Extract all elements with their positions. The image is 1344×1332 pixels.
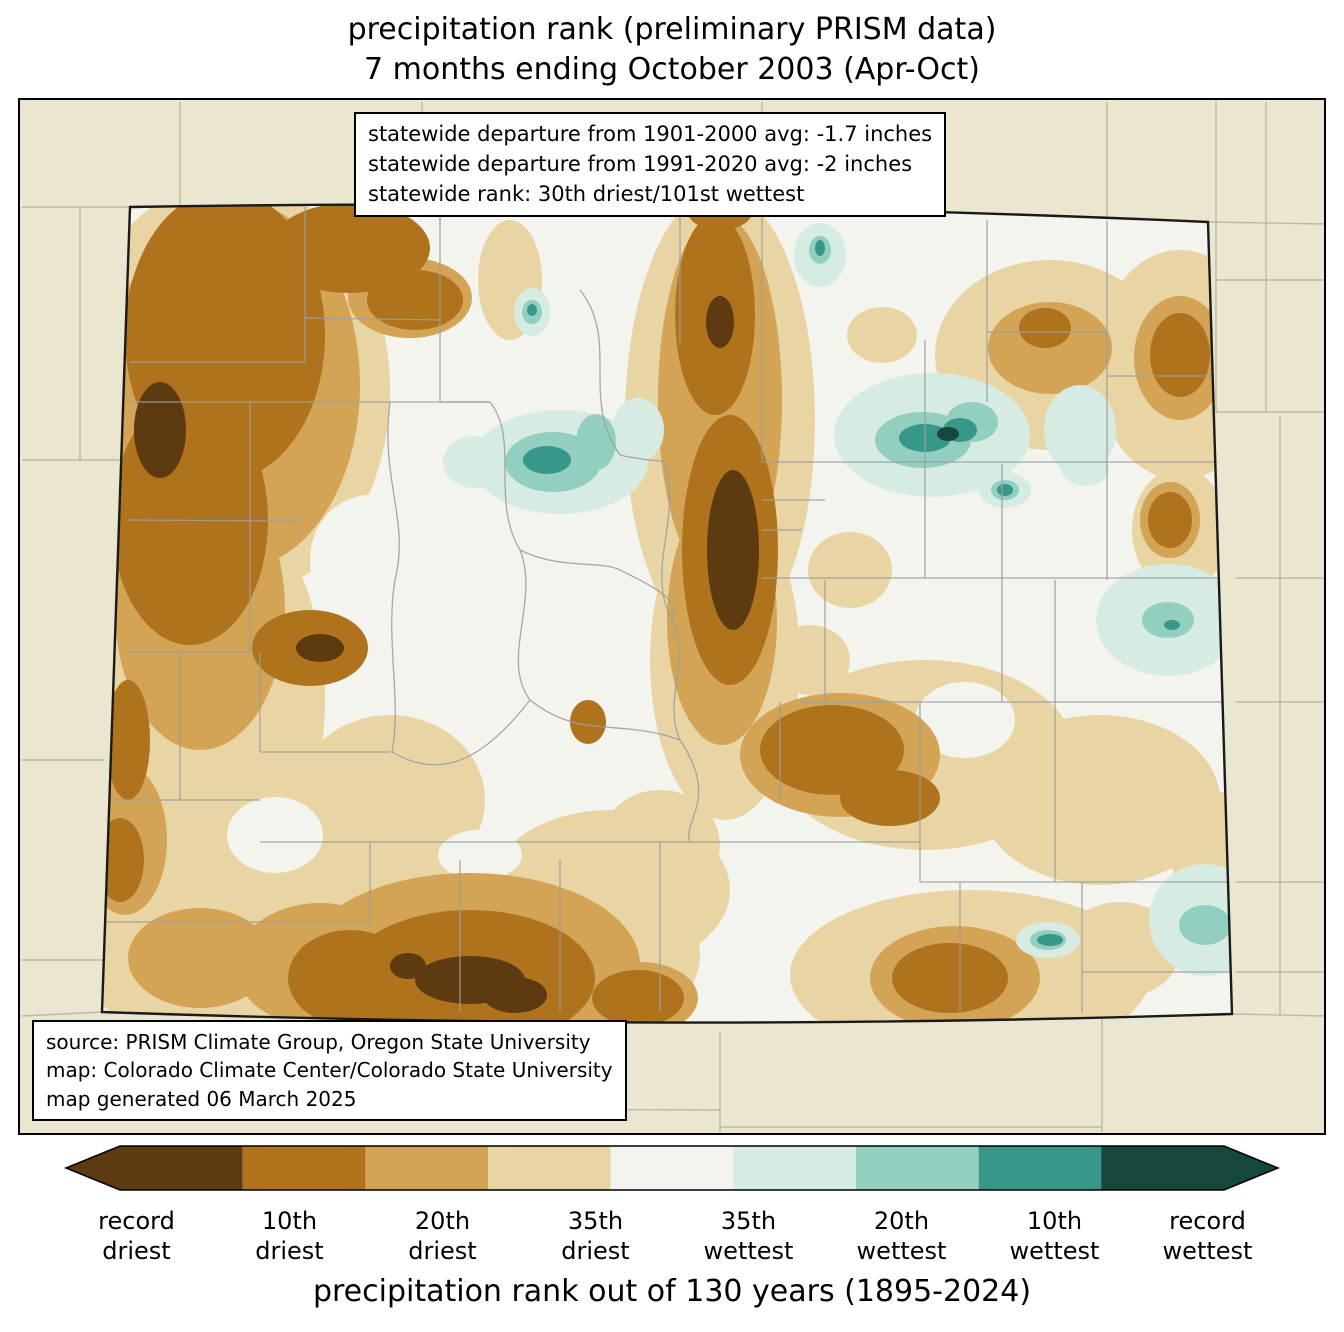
colorbar-arrow-record-driest [66, 1146, 120, 1190]
legend-label-20th-wettest: 20th wettest [856, 1207, 947, 1265]
stats-line-1901-2000: statewide departure from 1901-2000 avg: … [368, 122, 933, 146]
statewide-stats-box: statewide departure from 1901-2000 avg: … [354, 112, 947, 218]
generated-date-line: map generated 06 March 2025 [46, 1086, 357, 1111]
county-boundaries [102, 207, 1232, 1013]
stats-line-1991-2020: statewide departure from 1991-2020 avg: … [368, 151, 913, 176]
legend-label-35th-wettest: 35th wettest [703, 1207, 794, 1265]
legend-caption: precipitation rank out of 130 years (189… [312, 1274, 1032, 1309]
colorbar-segment-35th-wettest [733, 1146, 856, 1190]
legend-label-35th-driest: 35th driest [561, 1207, 630, 1265]
colorbar-segment-record-driest [120, 1146, 243, 1190]
legend-label-10th-driest: 10th driest [255, 1207, 324, 1265]
map-title-line1: precipitation rank (preliminary PRISM da… [347, 12, 997, 47]
colorbar-segment-35th-driest [488, 1146, 611, 1190]
colorbar-segment-10th-wettest [978, 1146, 1102, 1190]
colorbar [0, 1142, 1344, 1204]
legend-label-20th-driest: 20th driest [408, 1207, 477, 1265]
map-title-line2: 7 months ending October 2003 (Apr-Oct) [364, 51, 980, 87]
map-credit-line: map: Colorado Climate Center/Colorado St… [46, 1058, 613, 1083]
county-boundaries-mountains [387, 289, 700, 843]
legend-label-10th-wettest: 10th wettest [1009, 1207, 1100, 1265]
source-line: source: PRISM Climate Group, Oregon Stat… [46, 1029, 591, 1054]
source-attribution-box: source: PRISM Climate Group, Oregon Stat… [32, 1019, 627, 1121]
colorado-precipitation-map [21, 102, 1324, 1132]
colorbar-segment-10th-driest [242, 1146, 366, 1190]
stats-line-rank: statewide rank: 30th driest/101st wettes… [368, 181, 805, 206]
colorbar-segment-near-normal [610, 1146, 734, 1190]
colorbar-outline [64, 1145, 1280, 1191]
map-title: precipitation rank (preliminary PRISM da… [0, 10, 1344, 89]
colorbar-arrow-record-wettest [1224, 1146, 1278, 1190]
map-panel: statewide departure from 1901-2000 avg: … [18, 98, 1326, 1135]
legend-label-record-driest: record driest [98, 1207, 175, 1265]
colorbar-segment-20th-wettest [856, 1146, 979, 1190]
colorbar-labels: record driest 10th driest 20th driest 35… [60, 1206, 1284, 1266]
colorbar-segment-record-wettest [1101, 1146, 1224, 1190]
colorbar-segment-20th-driest [365, 1146, 488, 1190]
legend-label-record-wettest: record wettest [1162, 1207, 1253, 1265]
